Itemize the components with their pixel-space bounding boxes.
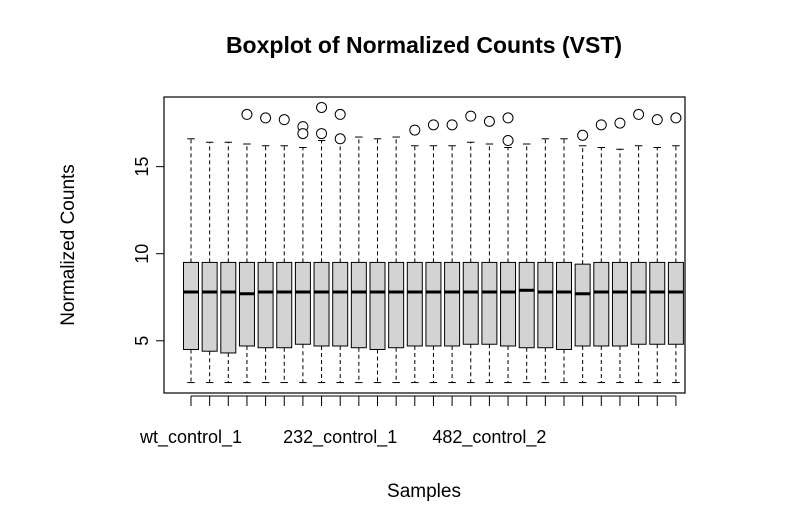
outlier-point (241, 108, 253, 120)
outlier-point (633, 108, 645, 120)
box-13 (406, 124, 423, 384)
box-19 (518, 143, 535, 384)
box-7 (294, 121, 311, 384)
x-axis: wt_control_1 232_control_1 482_control_2 (139, 395, 677, 448)
box-iqr (388, 261, 405, 349)
box-2 (201, 141, 218, 384)
box-17 (481, 115, 498, 384)
box-6 (276, 114, 293, 384)
box-23 (593, 119, 610, 384)
box-iqr (332, 261, 349, 347)
y-axis-title: Normalized Counts (58, 164, 79, 326)
box-iqr (201, 261, 218, 352)
box-iqr (649, 261, 666, 345)
outlier-point (409, 124, 421, 136)
outlier-point (577, 129, 589, 141)
outlier-point (595, 119, 607, 131)
box-18 (500, 112, 517, 384)
box-iqr (350, 261, 367, 349)
box-iqr (574, 263, 591, 347)
outlier-point (502, 112, 514, 124)
x-tick-label: 482_control_2 (432, 427, 546, 448)
outlier-point (614, 117, 626, 129)
box-iqr (462, 261, 479, 345)
box-11 (369, 138, 386, 384)
box-iqr (500, 261, 517, 347)
box-27 (667, 112, 684, 384)
box-25 (630, 108, 647, 384)
outlier-point (651, 114, 663, 126)
box-iqr (425, 261, 442, 347)
x-tick-label: wt_control_1 (139, 427, 242, 448)
box-iqr (593, 261, 610, 347)
box-3 (220, 141, 237, 384)
plot-frame (163, 96, 686, 394)
box-iqr (313, 261, 330, 347)
box-5 (257, 112, 274, 384)
box-iqr (257, 261, 274, 349)
box-22 (574, 129, 591, 384)
chart-title: Boxplot of Normalized Counts (VST) (226, 32, 622, 58)
outlier-point (334, 133, 346, 145)
box-iqr (537, 261, 554, 349)
box-iqr (444, 261, 461, 347)
y-tick-label: 5 (132, 336, 152, 346)
box-10 (350, 136, 367, 384)
box-iqr (518, 261, 535, 349)
box-iqr (481, 261, 498, 345)
box-iqr (294, 261, 311, 345)
box-iqr (630, 261, 647, 345)
box-12 (388, 136, 405, 384)
box-iqr (220, 261, 237, 354)
outlier-point (502, 135, 514, 147)
outlier-point (297, 128, 309, 140)
box-1 (183, 138, 199, 384)
box-9 (332, 108, 349, 384)
box-21 (556, 138, 572, 384)
outlier-point (446, 119, 458, 131)
box-16 (462, 110, 479, 384)
box-15 (444, 119, 461, 384)
outlier-point (260, 112, 272, 124)
box-24 (611, 117, 628, 384)
y-tick-label: 15 (132, 157, 152, 177)
outlier-point (427, 119, 439, 131)
x-tick-label: 232_control_1 (283, 427, 397, 448)
y-tick-label: 10 (132, 244, 152, 264)
box-8 (313, 101, 330, 384)
outlier-point (334, 108, 346, 120)
outlier-point (465, 110, 477, 122)
box-iqr (369, 261, 386, 350)
box-iqr (556, 261, 572, 350)
y-axis: 5 10 15 (132, 157, 165, 346)
box-iqr (238, 261, 255, 347)
box-iqr (276, 261, 293, 349)
box-4 (238, 108, 255, 384)
outlier-point (278, 114, 290, 126)
outlier-point (316, 128, 328, 140)
outlier-point (670, 112, 682, 124)
box-26 (649, 114, 666, 384)
outlier-point (316, 101, 328, 113)
box-group (183, 101, 684, 384)
box-iqr (667, 261, 684, 345)
box-20 (537, 138, 554, 384)
box-iqr (406, 261, 423, 347)
x-axis-title: Samples (387, 481, 461, 502)
box-14 (425, 119, 442, 384)
outlier-point (483, 115, 495, 127)
box-iqr (183, 261, 199, 350)
box-iqr (611, 261, 628, 347)
